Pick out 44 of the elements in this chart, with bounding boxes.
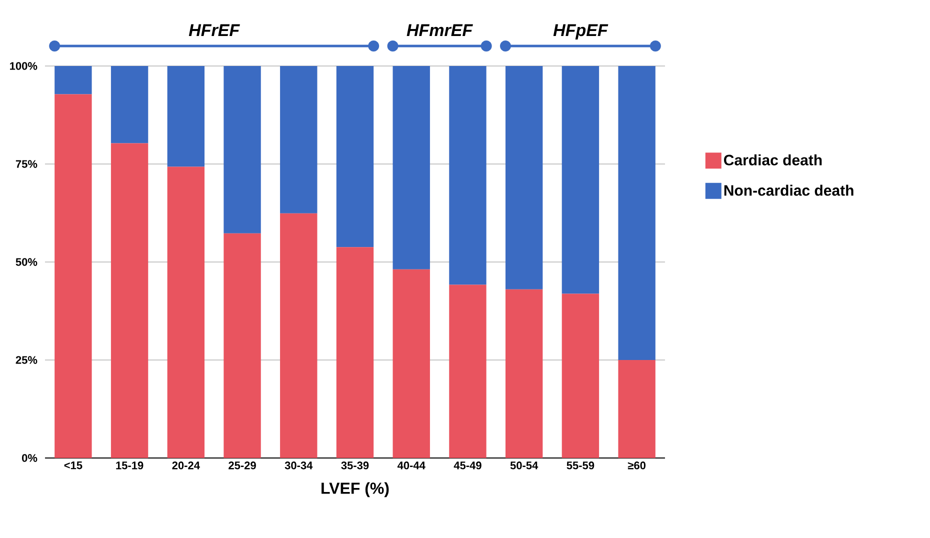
bar	[110, 66, 148, 144]
x-tick-label: 30-34	[284, 462, 313, 470]
bar	[562, 294, 600, 458]
bar	[505, 289, 543, 458]
y-tick-label: 25%	[16, 356, 38, 364]
x-tick-label: ≥60	[628, 462, 646, 470]
bar	[54, 66, 92, 94]
y-tick-label: 75%	[16, 160, 38, 168]
bar	[224, 66, 261, 234]
legend-label: Cardiac death	[724, 154, 822, 166]
bar	[618, 66, 656, 360]
x-tick-label: 45-49	[454, 462, 482, 470]
bar	[280, 66, 318, 214]
x-tick-label: 15-19	[116, 462, 144, 470]
bar	[449, 284, 486, 458]
text: HFmrEF	[406, 24, 473, 36]
bar	[54, 94, 92, 458]
text: HFpEF	[553, 24, 608, 40]
bar	[618, 360, 656, 458]
bar	[280, 213, 318, 458]
bar	[110, 143, 148, 458]
x-tick-label: 40-44	[397, 462, 426, 470]
bar	[167, 66, 205, 167]
y-tick-label: 100%	[10, 62, 38, 70]
x-tick-label: 25-29	[228, 462, 256, 470]
x-tick-label: 35-39	[341, 462, 369, 470]
y-tick-label: 50%	[16, 258, 38, 266]
x-tick-label: 55-59	[566, 462, 594, 470]
bar	[562, 66, 600, 294]
bar	[449, 66, 486, 285]
bar	[336, 66, 374, 248]
bar	[336, 247, 374, 458]
bar	[392, 269, 430, 458]
bar	[392, 66, 430, 270]
legend-label: Non-cardiac death	[724, 184, 854, 196]
x-tick-label: <15	[64, 462, 82, 470]
y-tick-label: 0%	[22, 454, 38, 462]
text: HFrEF	[188, 24, 240, 36]
bar	[167, 166, 205, 458]
x-tick-label: 20-24	[172, 462, 200, 470]
bar	[505, 66, 543, 290]
x-tick-label: 50-54	[510, 462, 538, 470]
x-axis-title: LVEF (%)	[322, 482, 389, 498]
bar	[224, 233, 261, 458]
